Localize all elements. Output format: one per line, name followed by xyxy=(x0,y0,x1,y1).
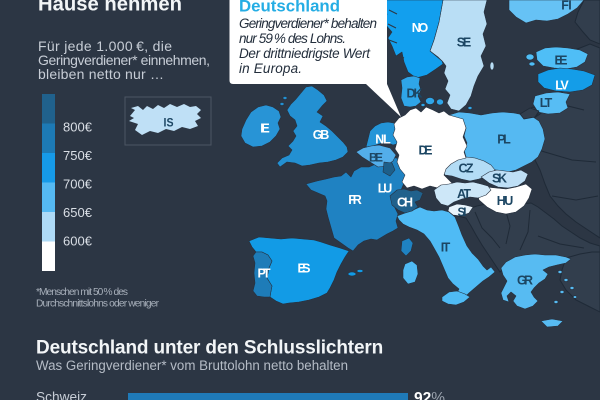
svg-text:Für jede 1.000 €, die: Für jede 1.000 €, die xyxy=(38,38,172,54)
svg-text:GB: GB xyxy=(313,128,330,142)
svg-text:800€: 800€ xyxy=(63,120,93,135)
svg-text:650€: 650€ xyxy=(63,205,93,220)
svg-text:92%: 92% xyxy=(414,390,445,400)
svg-text:IT: IT xyxy=(441,241,451,255)
svg-text:LU: LU xyxy=(378,182,393,196)
svg-text:CZ: CZ xyxy=(459,162,474,176)
svg-text:SI: SI xyxy=(458,207,467,219)
svg-text:HU: HU xyxy=(497,194,514,208)
svg-text:PL: PL xyxy=(497,133,511,147)
svg-text:Geringverdiener* behalten: Geringverdiener* behalten xyxy=(239,16,377,31)
svg-text:Schweiz: Schweiz xyxy=(36,390,87,400)
svg-text:600€: 600€ xyxy=(63,234,93,249)
svg-text:750€: 750€ xyxy=(63,148,93,163)
svg-text:Geringverdiener* einnehmen,: Geringverdiener* einnehmen, xyxy=(38,52,210,68)
svg-text:DK: DK xyxy=(407,87,423,101)
svg-text:700€: 700€ xyxy=(63,177,93,192)
svg-text:in Europa.: in Europa. xyxy=(239,61,302,76)
svg-text:SE: SE xyxy=(457,36,472,50)
svg-text:PT: PT xyxy=(258,267,271,281)
svg-text:AT: AT xyxy=(457,187,471,201)
svg-text:Der drittniedrigste Wert: Der drittniedrigste Wert xyxy=(239,46,371,61)
svg-text:DE: DE xyxy=(419,144,433,158)
svg-text:FI: FI xyxy=(561,0,572,13)
svg-text:NL: NL xyxy=(375,133,391,147)
svg-text:*Menschen mit 50 % des: *Menschen mit 50 % des xyxy=(36,287,128,298)
svg-text:Was Geringverdiener* vom Brutt: Was Geringverdiener* vom Bruttolohn nett… xyxy=(36,358,348,373)
svg-text:Hause nehmen: Hause nehmen xyxy=(38,0,182,16)
svg-text:Deutschland unter den Schlussl: Deutschland unter den Schlusslichtern xyxy=(36,338,383,359)
svg-text:LT: LT xyxy=(540,96,553,110)
svg-text:GR: GR xyxy=(517,274,533,288)
svg-text:IS: IS xyxy=(164,116,174,130)
svg-text:Durchschnittslohns oder wenige: Durchschnittslohns oder weniger xyxy=(36,299,160,310)
svg-text:IE: IE xyxy=(260,122,270,136)
svg-text:EE: EE xyxy=(555,54,568,68)
svg-text:BE: BE xyxy=(369,151,383,165)
svg-text:Deutschland: Deutschland xyxy=(239,0,340,16)
svg-text:CH: CH xyxy=(397,196,413,210)
svg-text:nur 59 % des Lohns.: nur 59 % des Lohns. xyxy=(239,31,346,46)
svg-text:ES: ES xyxy=(298,262,311,276)
svg-text:NO: NO xyxy=(412,21,429,35)
svg-text:FR: FR xyxy=(348,193,362,207)
svg-text:SK: SK xyxy=(492,172,507,186)
svg-text:LV: LV xyxy=(555,79,569,93)
svg-text:bleiben netto nur …: bleiben netto nur … xyxy=(38,66,164,82)
